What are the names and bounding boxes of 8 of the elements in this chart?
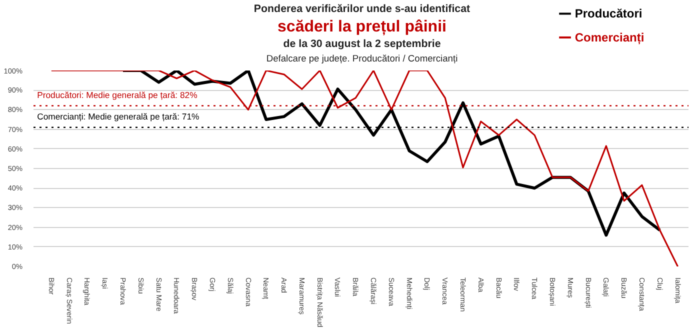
ref-line-label: Comercianți: Medie generală pe țară: 71% [37, 111, 200, 122]
ref-line-label: Producători: Medie generală pe țară: 82% [37, 90, 198, 100]
text: de la 30 august la 2 septembrie [283, 38, 441, 50]
legend-label: Comercianți [574, 30, 644, 44]
legend-label: Producători [574, 6, 642, 21]
chart-title: Ponderea verificărilor unde s-au identificat [254, 3, 471, 16]
chart-subtitle: scăderi la prețul pâinii [278, 18, 446, 36]
text: Defalcare pe județe. Producători / Comercianți [266, 54, 458, 64]
